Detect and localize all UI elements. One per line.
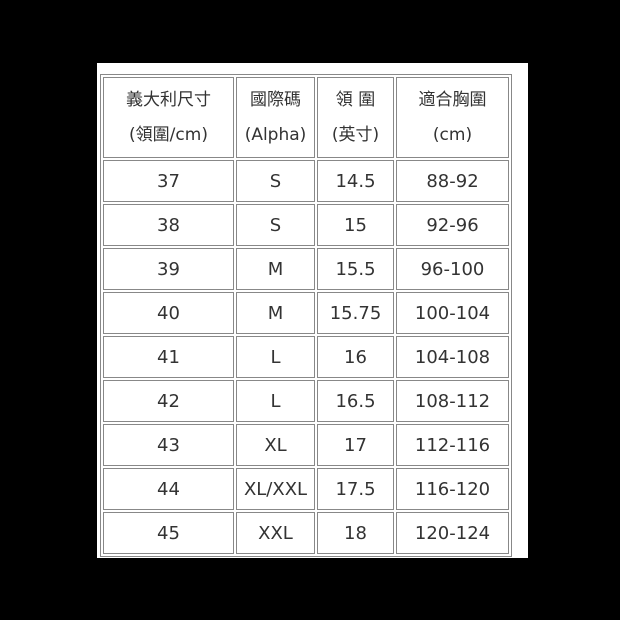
table-cell: 108-112 xyxy=(396,380,509,422)
table-row: 44 XL/XXL 17.5 116-120 xyxy=(103,468,509,510)
table-cell: 96-100 xyxy=(396,248,509,290)
size-chart-panel: 義大利尺寸 (領圍/cm) 國際碼 (Alpha) 領 圍 (英寸) 適合胸圍 (cm) 37… xyxy=(97,63,528,558)
table-cell: 17 xyxy=(317,424,394,466)
table-row: 39 M 15.5 96-100 xyxy=(103,248,509,290)
table-cell: 18 xyxy=(317,512,394,554)
table-row: 37 S 14.5 88-92 xyxy=(103,160,509,202)
table-cell: 92-96 xyxy=(396,204,509,246)
table-row: 42 L 16.5 108-112 xyxy=(103,380,509,422)
table-cell: 44 xyxy=(103,468,234,510)
table-cell: 37 xyxy=(103,160,234,202)
table-cell: 15.5 xyxy=(317,248,394,290)
table-cell: M xyxy=(236,292,315,334)
header-line: (Alpha) xyxy=(244,124,307,145)
table-cell: 14.5 xyxy=(317,160,394,202)
table-cell: 38 xyxy=(103,204,234,246)
table-cell: 104-108 xyxy=(396,336,509,378)
header-cell: 義大利尺寸 (領圍/cm) xyxy=(103,77,234,158)
table-cell: 42 xyxy=(103,380,234,422)
header-row: 義大利尺寸 (領圍/cm) 國際碼 (Alpha) 領 圍 (英寸) 適合胸圍 (cm) xyxy=(103,77,509,158)
table-cell: 100-104 xyxy=(396,292,509,334)
table-cell: XL/XXL xyxy=(236,468,315,510)
header-line: 適合胸圍 xyxy=(418,89,487,110)
table-cell: 15.75 xyxy=(317,292,394,334)
header-cell: 適合胸圍 (cm) xyxy=(396,77,509,158)
table-cell: 41 xyxy=(103,336,234,378)
table-row: 41 L 16 104-108 xyxy=(103,336,509,378)
table-cell: XXL xyxy=(236,512,315,554)
table-cell: 45 xyxy=(103,512,234,554)
header-line: 國際碼 xyxy=(250,89,301,110)
table-cell: 112-116 xyxy=(396,424,509,466)
header-line: (領圍/cm) xyxy=(129,124,208,145)
header-line: 領 圍 xyxy=(335,89,376,110)
header-line: (cm) xyxy=(432,124,473,145)
table-row: 40 M 15.75 100-104 xyxy=(103,292,509,334)
table-cell: 43 xyxy=(103,424,234,466)
table-cell: XL xyxy=(236,424,315,466)
header-line: (英寸) xyxy=(331,124,380,145)
table-cell: 116-120 xyxy=(396,468,509,510)
table-row: 38 S 15 92-96 xyxy=(103,204,509,246)
table-cell: 40 xyxy=(103,292,234,334)
table-cell: 39 xyxy=(103,248,234,290)
table-cell: L xyxy=(236,380,315,422)
header-cell: 領 圍 (英寸) xyxy=(317,77,394,158)
table-cell: 88-92 xyxy=(396,160,509,202)
table-cell: 16.5 xyxy=(317,380,394,422)
table-cell: 17.5 xyxy=(317,468,394,510)
size-chart-table: 義大利尺寸 (領圍/cm) 國際碼 (Alpha) 領 圍 (英寸) 適合胸圍 (cm) 37… xyxy=(100,74,512,557)
table-row: 43 XL 17 112-116 xyxy=(103,424,509,466)
header-line: 義大利尺寸 xyxy=(126,89,211,110)
table-cell: S xyxy=(236,204,315,246)
table-cell: M xyxy=(236,248,315,290)
table-cell: S xyxy=(236,160,315,202)
header-cell: 國際碼 (Alpha) xyxy=(236,77,315,158)
table-cell: 120-124 xyxy=(396,512,509,554)
table-row: 45 XXL 18 120-124 xyxy=(103,512,509,554)
table-cell: 15 xyxy=(317,204,394,246)
table-cell: L xyxy=(236,336,315,378)
table-cell: 16 xyxy=(317,336,394,378)
